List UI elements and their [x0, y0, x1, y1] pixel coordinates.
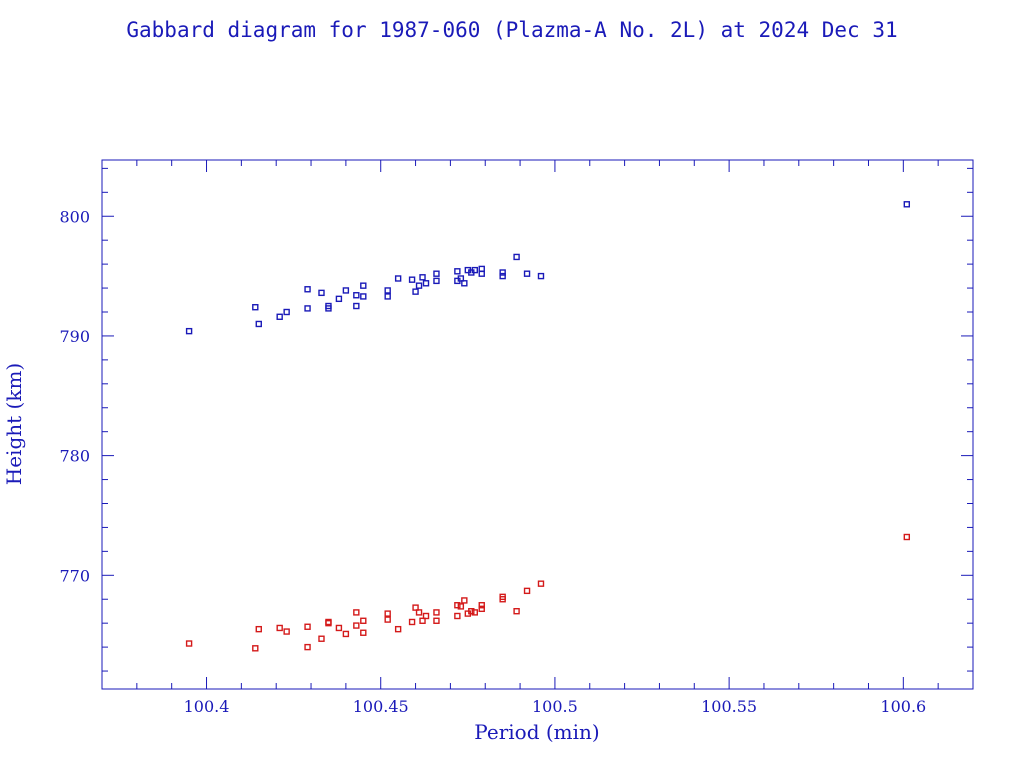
perigee-point — [415, 609, 423, 616]
perigee-point — [454, 612, 461, 620]
apogee-point — [537, 272, 545, 280]
apogee-point — [360, 282, 367, 289]
apogee-point — [304, 286, 311, 293]
apogee-point — [513, 253, 520, 261]
apogee-point — [325, 305, 332, 312]
tick-labels: 100.4 100.45 100.5 100.55 100.6 770 780 790 800 — [59, 207, 926, 716]
apogee-point — [185, 327, 193, 335]
y-tick-label: 780 — [59, 447, 90, 466]
y-axis-label: Height (km) — [2, 363, 26, 485]
apogee-point — [283, 308, 290, 316]
x-tick-label: 100.55 — [701, 697, 757, 716]
perigee-point — [419, 617, 426, 624]
apogee-point — [252, 304, 259, 311]
y-tick-label: 800 — [59, 207, 90, 226]
apogee-point — [335, 295, 343, 303]
x-tick-label: 100.45 — [353, 697, 409, 716]
perigee-point — [478, 605, 485, 613]
perigee-point — [499, 593, 506, 601]
perigee-point — [304, 623, 311, 630]
perigee-point — [360, 629, 367, 636]
perigee-point — [478, 602, 485, 609]
perigee-point — [304, 643, 311, 651]
perigee-point — [461, 597, 468, 604]
apogee-point — [499, 269, 506, 276]
perigee-point — [394, 625, 402, 633]
perigee-point — [353, 609, 360, 616]
apogee-point — [360, 293, 367, 300]
perigee-point — [252, 645, 259, 652]
x-axis-label: Period (min) — [474, 720, 599, 744]
perigee-point — [255, 625, 262, 633]
y-tick-label: 770 — [59, 566, 90, 585]
apogee-point — [419, 274, 426, 281]
apogee-point — [471, 266, 478, 274]
perigee-point — [335, 624, 343, 632]
apogee-point — [353, 292, 360, 299]
perigee-point — [412, 604, 419, 611]
apogee-point — [408, 276, 416, 283]
x-tick-label: 100.4 — [184, 697, 230, 716]
apogee-point — [276, 313, 283, 320]
perigee-point — [422, 612, 430, 620]
apogee-point — [422, 280, 430, 287]
apogee-point — [478, 270, 485, 277]
perigee-point — [185, 640, 193, 647]
perigee-point — [318, 635, 325, 642]
apogee-point — [342, 287, 350, 294]
apogee-point — [461, 280, 468, 287]
perigee-point — [523, 587, 531, 595]
apogee-point — [394, 275, 402, 282]
apogee-point — [384, 287, 391, 294]
perigee-point — [360, 617, 367, 624]
axis-ticks — [101, 160, 974, 689]
plot-frame — [101, 159, 974, 690]
apogee-point — [433, 270, 440, 277]
apogee-point — [454, 268, 461, 275]
perigee-point — [276, 624, 283, 632]
apogee-point — [499, 272, 506, 280]
apogee-point — [523, 270, 531, 277]
apogee-point — [415, 282, 423, 289]
x-tick-label: 100.5 — [532, 697, 578, 716]
perigee-point — [283, 628, 290, 635]
apogee-point — [304, 305, 311, 312]
apogee-point — [353, 302, 360, 310]
perigee-point — [353, 622, 360, 629]
x-tick-label: 100.6 — [880, 697, 926, 716]
apogee-point — [318, 289, 325, 297]
data-points — [185, 201, 911, 652]
perigee-point — [457, 603, 465, 610]
apogee-point — [412, 288, 419, 295]
perigee-point — [325, 619, 332, 627]
apogee-point — [255, 320, 262, 328]
apogee-point — [903, 201, 911, 208]
perigee-point — [408, 618, 416, 626]
perigee-point — [384, 616, 391, 623]
chart-title: Gabbard diagram for 1987-060 (Plazma-A N… — [126, 18, 897, 42]
perigee-point — [471, 609, 478, 616]
perigee-point — [433, 617, 440, 624]
perigee-point — [513, 608, 520, 615]
perigee-point — [903, 533, 911, 541]
y-tick-label: 790 — [59, 327, 90, 346]
apogee-point — [433, 277, 440, 285]
perigee-point — [342, 630, 350, 638]
perigee-point — [468, 608, 475, 615]
perigee-point — [537, 580, 545, 587]
perigee-point — [433, 609, 440, 616]
perigee-point — [454, 602, 461, 609]
apogee-point — [384, 293, 391, 300]
apogee-point — [457, 275, 465, 282]
perigee-point — [384, 610, 391, 617]
